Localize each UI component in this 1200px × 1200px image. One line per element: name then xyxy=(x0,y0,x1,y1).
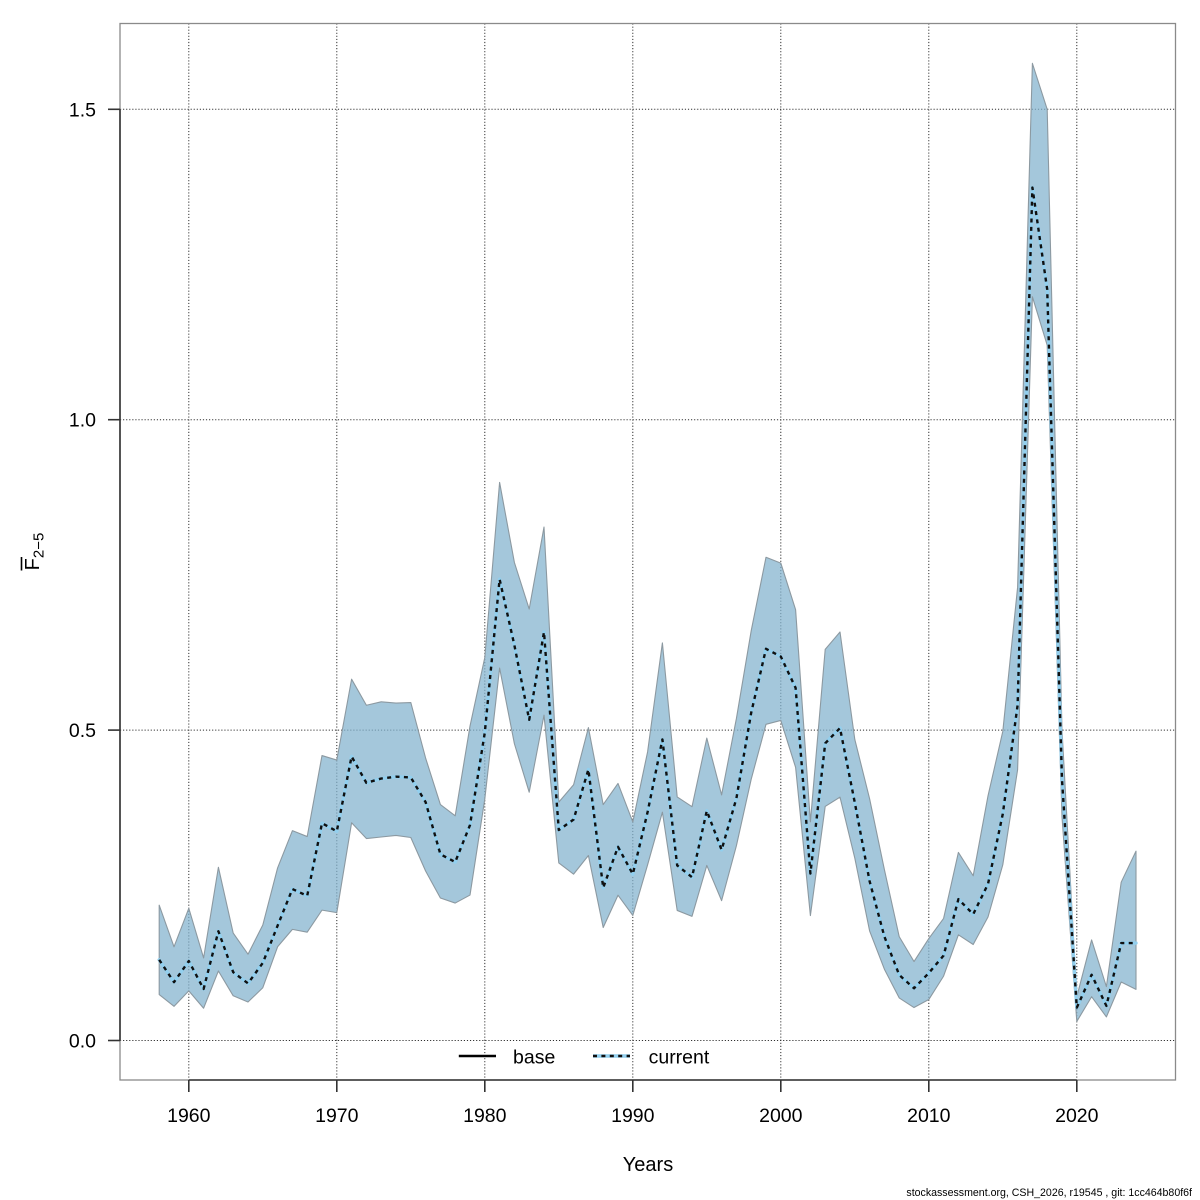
svg-text:1960: 1960 xyxy=(167,1105,211,1127)
svg-text:2020: 2020 xyxy=(1055,1105,1099,1127)
svg-text:stockassessment.org, CSH_2026,: stockassessment.org, CSH_2026, r19545 , … xyxy=(906,1187,1192,1199)
svg-text:base: base xyxy=(513,1047,555,1069)
svg-text:0.5: 0.5 xyxy=(69,720,96,742)
svg-text:2010: 2010 xyxy=(907,1105,951,1127)
svg-text:0.0: 0.0 xyxy=(69,1031,96,1053)
svg-text:current: current xyxy=(649,1047,710,1069)
svg-text:1.5: 1.5 xyxy=(69,99,96,121)
svg-text:1990: 1990 xyxy=(611,1105,655,1127)
svg-text:1970: 1970 xyxy=(315,1105,359,1127)
svg-text:1.0: 1.0 xyxy=(69,410,96,432)
svg-text:1980: 1980 xyxy=(463,1105,507,1127)
svg-text:Years: Years xyxy=(623,1154,673,1176)
svg-text:2000: 2000 xyxy=(759,1105,803,1127)
